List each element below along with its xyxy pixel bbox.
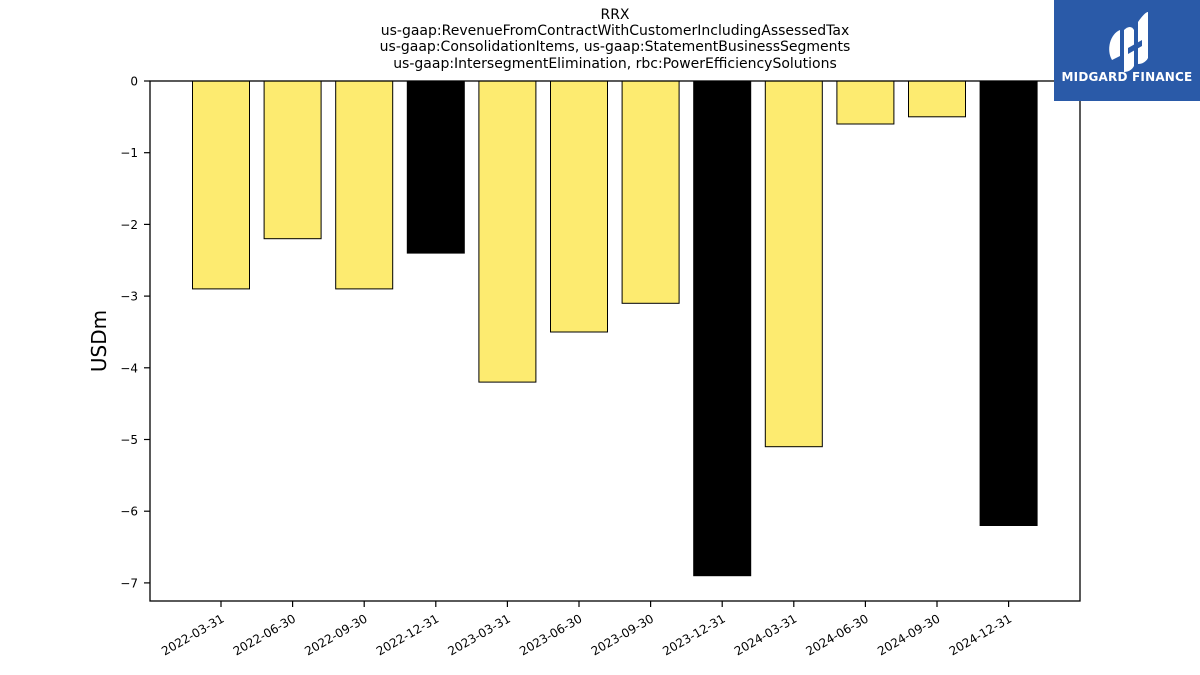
x-tick-label: 2024-09-30 — [875, 611, 942, 658]
x-tick-label: 2024-06-30 — [803, 611, 870, 658]
y-tick-label: −6 — [120, 505, 138, 519]
y-tick-label: −5 — [120, 433, 138, 447]
x-tick-label: 2023-12-31 — [660, 611, 727, 658]
x-tick-label: 2024-12-31 — [947, 611, 1014, 658]
bar-2023-06-30 — [550, 80, 608, 333]
x-tick-label: 2022-03-31 — [159, 611, 226, 658]
bar-2024-06-30 — [836, 80, 895, 125]
logo-mark-icon — [1109, 12, 1148, 72]
bar-2022-06-30 — [263, 80, 322, 240]
x-tick-label: 2022-09-30 — [302, 611, 369, 658]
y-tick-label: −4 — [120, 361, 138, 375]
logo-text: MIDGARD FINANCE — [1061, 70, 1193, 84]
y-tick-label: −1 — [120, 146, 138, 160]
midgard-finance-logo: MIDGARD FINANCE — [1054, 0, 1200, 101]
y-tick-label: −2 — [120, 218, 138, 232]
y-tick-label: 0 — [130, 75, 138, 89]
bar-2023-09-30 — [621, 80, 680, 304]
plot-frame — [149, 80, 1081, 602]
y-axis-label: USDm — [87, 310, 111, 372]
title-line-4: us-gaap:IntersegmentElimination, rbc:Pow… — [393, 56, 837, 72]
x-tick-label: 2023-09-30 — [589, 611, 656, 658]
x-tick-label: 2022-06-30 — [231, 611, 298, 658]
bar-2023-12-31 — [693, 80, 752, 577]
bar-2022-12-31 — [406, 80, 465, 254]
x-tick-label: 2023-03-31 — [445, 611, 512, 658]
title-line-2: us-gaap:RevenueFromContractWithCustomerI… — [380, 23, 850, 39]
y-tick-label: −7 — [120, 576, 138, 590]
title-line-1: RRX — [600, 7, 630, 23]
bar-2022-03-31 — [192, 80, 250, 290]
bar-2022-09-30 — [335, 80, 394, 290]
x-tick-label: 2024-03-31 — [732, 611, 799, 658]
bar-2024-03-31 — [764, 80, 823, 448]
x-tick-label: 2023-06-30 — [517, 611, 584, 658]
bar-2023-03-31 — [478, 80, 537, 383]
y-tick-label: −3 — [120, 290, 138, 304]
title-line-3: us-gaap:ConsolidationItems, us-gaap:Stat… — [379, 39, 851, 55]
x-tick-label: 2022-12-31 — [374, 611, 441, 658]
bar-2024-12-31 — [979, 80, 1038, 526]
bar-2024-09-30 — [908, 80, 966, 118]
